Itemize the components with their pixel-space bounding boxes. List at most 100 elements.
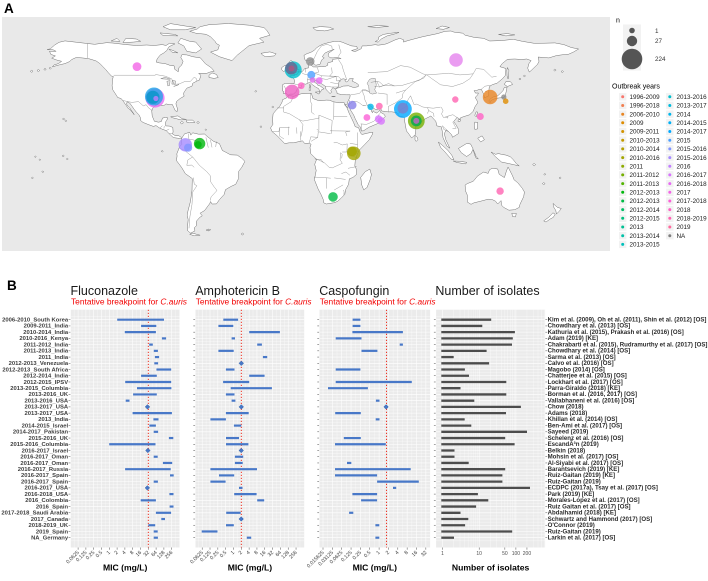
svg-text:2016-2018: 2016-2018 [677,181,708,188]
svg-text:Tentative breakpoint for C.aur: Tentative breakpoint for C.auris [320,297,437,307]
svg-text:Lockhart et al. (2017) [OS]: Lockhart et al. (2017) [OS] [548,379,623,386]
svg-text:EscandÃ³n (2019): EscandÃ³n (2019) [548,441,599,448]
svg-text:2010-2016: 2010-2016 [630,155,661,162]
svg-text:Khillan et al. (2014) [OS]: Khillan et al. (2014) [OS] [548,416,618,423]
svg-text:Chatterjee et al. (2015) [OS]: Chatterjee et al. (2015) [OS] [548,373,627,380]
svg-text:2: 2 [113,550,119,556]
svg-text:2014: 2014 [677,111,692,118]
svg-text:Belkin (2018): Belkin (2018) [548,447,586,454]
svg-text:2014-2015: 2014-2015 [677,120,708,127]
svg-text:32: 32 [420,550,428,558]
svg-text:2013-2017_USA: 2013-2017_USA [25,411,69,417]
svg-text:224: 224 [655,56,666,63]
svg-text:2012-2013_Venezuela: 2012-2013_Venezuela [9,361,69,367]
svg-text:ECDPC (2017a), Tsay et al. (20: ECDPC (2017a), Tsay et al. (2017) [OS] [548,485,658,492]
svg-text:0.5: 0.5 [363,550,372,559]
svg-text:4: 4 [394,550,400,556]
svg-text:128: 128 [280,550,290,560]
svg-text:Ben-Ami et al. (2017) [OS]: Ben-Ami et al. (2017) [OS] [548,422,623,429]
svg-text:1: 1 [375,550,381,556]
svg-text:2016_Colombia: 2016_Colombia [25,498,69,504]
svg-text:Schwartz and Hammond (2017) [O: Schwartz and Hammond (2017) [OS] [548,516,653,523]
svg-text:1: 1 [106,550,112,556]
svg-text:2013: 2013 [630,224,645,231]
svg-text:64: 64 [150,550,158,558]
svg-text:2016-2017_Oman: 2016-2017_Oman [20,461,68,467]
svg-text:Caspofungin: Caspofungin [319,284,389,298]
svg-text:2012-2013_South Africa: 2012-2013_South Africa [2,367,68,373]
svg-text:Chakrabarti et al. (2015), Rud: Chakrabarti et al. (2015), Rudramurthy e… [548,341,708,348]
svg-text:2016-2017_USA: 2016-2017_USA [25,486,69,492]
svg-text:Chowdhary et al. (2014) [OS]: Chowdhary et al. (2014) [OS] [548,348,631,355]
svg-text:200: 200 [523,551,532,557]
svg-text:2017: 2017 [677,190,692,197]
svg-text:2013-2016_USA: 2013-2016_USA [25,398,69,404]
svg-text:100: 100 [512,551,521,557]
svg-text:2017-2018_Saudi Arabia: 2017-2018_Saudi Arabia [1,511,68,517]
svg-text:Ruiz-Gaitan (2019): Ruiz-Gaitan (2019) [548,528,601,535]
svg-text:Park (2019) [KE]: Park (2019) [KE] [548,491,595,498]
svg-text:MIC (mg/L): MIC (mg/L) [103,563,148,573]
svg-text:Barantsevich (2019) [KE]: Barantsevich (2019) [KE] [548,466,620,473]
svg-text:2019_Spain: 2019_Spain [36,529,69,535]
svg-text:256: 256 [164,550,174,560]
svg-text:Sarma et al. (2013) [OS]: Sarma et al. (2013) [OS] [548,354,616,361]
svg-text:1: 1 [655,28,659,35]
svg-text:2013-2017_USA: 2013-2017_USA [25,405,69,411]
svg-text:2013-2017: 2013-2017 [677,103,708,110]
svg-text:16: 16 [411,550,419,558]
svg-text:Ruiz-Gaitan (2019): Ruiz-Gaitan (2019) [548,478,601,485]
svg-text:Sayeed (2019): Sayeed (2019) [548,429,589,436]
svg-text:Fluconazole: Fluconazole [71,284,138,298]
svg-text:Larkin et al. (2017) [OS]: Larkin et al. (2017) [OS] [548,535,616,542]
svg-text:27: 27 [655,38,663,45]
svg-text:Outbreak years: Outbreak years [612,84,660,91]
svg-text:2016_Spain: 2016_Spain [36,504,69,510]
svg-text:2010-2016_Kenya: 2010-2016_Kenya [19,336,68,342]
svg-text:8: 8 [253,550,259,556]
svg-text:2006-2010: 2006-2010 [630,111,661,118]
svg-text:1996-2018: 1996-2018 [630,103,661,110]
svg-text:1: 1 [441,551,444,557]
svg-text:2011-2013_India: 2011-2013_India [24,349,69,355]
svg-text:0.5: 0.5 [219,550,228,559]
svg-text:2019: 2019 [677,224,692,231]
svg-text:10: 10 [476,551,482,557]
svg-text:4: 4 [245,550,251,556]
svg-text:Kathuria et al. (2015), Prakas: Kathuria et al. (2015), Prakash et al. (… [548,329,684,336]
svg-text:MIC (mg/L): MIC (mg/L) [228,563,273,573]
svg-text:O'Connor (2019): O'Connor (2019) [548,522,595,529]
svg-text:Abdalhamid (2018) [KE]: Abdalhamid (2018) [KE] [548,510,616,517]
svg-text:2016: 2016 [677,163,692,170]
svg-text:2016-2017_Spain: 2016-2017_Spain [21,479,69,485]
svg-text:8: 8 [129,550,135,556]
svg-text:2016-2017_Russia: 2016-2017_Russia [18,467,69,473]
svg-text:32: 32 [267,550,275,558]
svg-text:2016-2017: 2016-2017 [677,172,708,179]
svg-text:2012-2015_IPSV: 2012-2015_IPSV [24,380,69,386]
svg-text:50: 50 [502,551,508,557]
svg-text:2: 2 [238,550,244,556]
svg-text:2018-2019: 2018-2019 [677,216,708,223]
svg-text:Chow (2018): Chow (2018) [548,404,584,411]
svg-text:2016-2018_USA: 2016-2018_USA [25,492,69,498]
svg-text:2017-2018: 2017-2018 [677,198,708,205]
svg-text:NA: NA [677,233,687,240]
svg-text:2011: 2011 [630,163,644,170]
svg-text:Parra-Giraldo (2018) [KE]: Parra-Giraldo (2018) [KE] [548,385,620,392]
svg-text:2018-2019_UK: 2018-2019_UK [28,523,68,529]
svg-text:Schelenz et al. (2016) [OS]: Schelenz et al. (2016) [OS] [548,435,624,442]
svg-text:2015-2016_UK: 2015-2016_UK [28,436,68,442]
svg-text:2013-2015_Columbia: 2013-2015_Columbia [10,386,69,392]
svg-text:2010-2014: 2010-2014 [630,146,661,153]
svg-text:2015-2016_Columbia: 2015-2016_Columbia [10,442,69,448]
svg-text:2012-2015: 2012-2015 [630,216,661,223]
svg-text:2: 2 [385,550,391,556]
svg-text:Kim et al. (2009), Oh et al. (: Kim et al. (2009), Oh et al. (2011), Shi… [548,317,707,324]
svg-text:2014-2015_Israel: 2014-2015_Israel [22,423,69,429]
svg-text:2013_India: 2013_India [38,417,69,423]
svg-text:2012-2013: 2012-2013 [630,190,661,197]
svg-text:n: n [616,18,620,25]
svg-text:2013-2014: 2013-2014 [630,233,661,240]
svg-text:2015-2016: 2015-2016 [677,146,708,153]
